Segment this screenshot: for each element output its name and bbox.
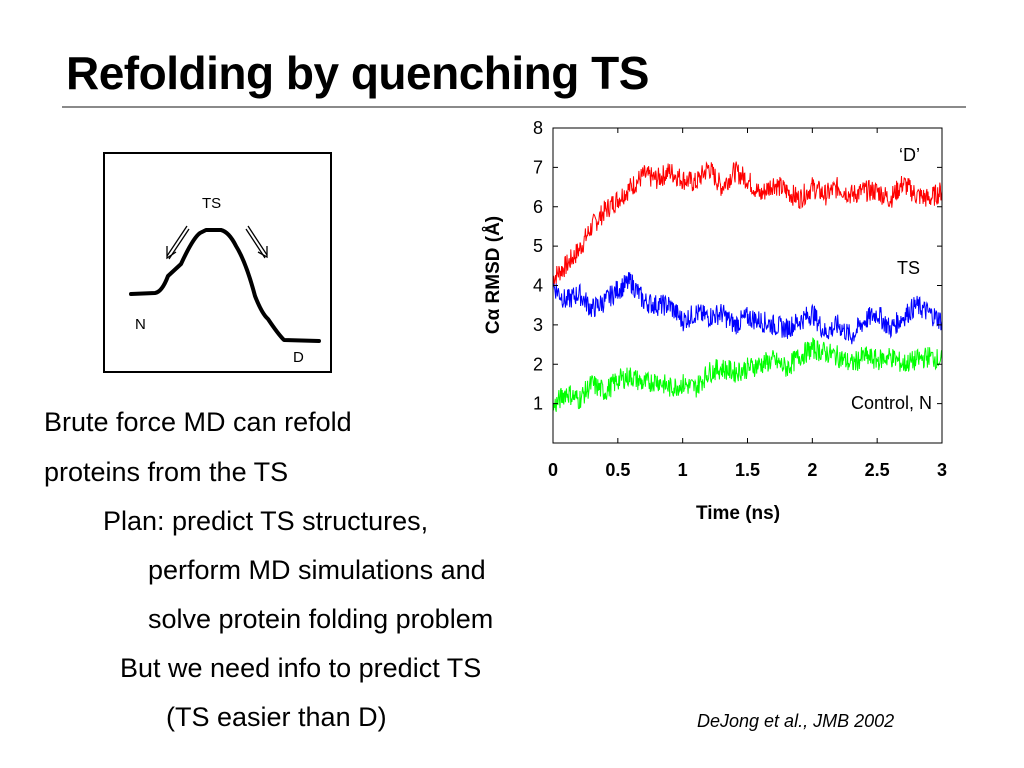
y-tick-label: 3	[533, 315, 543, 335]
y-tick-label: 4	[533, 276, 543, 296]
y-tick-label: 1	[533, 394, 543, 414]
y-tick-label: 8	[533, 118, 543, 138]
right-arrow-icon	[245, 225, 268, 259]
bullet-line-2: proteins from the TS	[44, 457, 289, 487]
bullet-line-6: But we need info to predict TS	[120, 653, 482, 683]
series-d-line	[552, 160, 943, 286]
bullet-line-3: Plan: predict TS structures,	[103, 506, 429, 536]
ts-state-label: TS	[202, 195, 222, 212]
x-tick-label: 0.5	[605, 460, 630, 480]
bullet-line-4: perform MD simulations and	[148, 555, 486, 585]
y-tick-label: 5	[533, 236, 543, 256]
rmsd-chart-svg: 1 2 3 4 5 6 7 8 0 0.5 1 1.5 2 2.5 3 ‘D’ TS Control, N	[533, 118, 947, 480]
n-state-label: N	[135, 316, 146, 333]
series-d-label: ‘D’	[899, 145, 920, 165]
left-arrow-icon	[166, 225, 190, 260]
d-state-label: D	[293, 349, 304, 366]
x-tick-label: 0	[548, 460, 558, 480]
series-control-label: Control, N	[851, 393, 932, 413]
x-tick-label: 1	[678, 460, 688, 480]
x-tick-label: 1.5	[735, 460, 760, 480]
chart-y-axis-label: Cα RMSD (Å)	[483, 215, 504, 335]
citation: DeJong et al., JMB 2002	[697, 711, 895, 731]
energy-landscape-curve	[129, 225, 321, 343]
title-divider	[62, 106, 966, 108]
y-tick-label: 2	[533, 354, 543, 374]
rmsd-chart: 1 2 3 4 5 6 7 8 0 0.5 1 1.5 2 2.5 3 ‘D’ TS Control, N	[478, 110, 968, 530]
chart-x-axis-label: Time (ns)	[695, 503, 781, 524]
y-tick-label: 7	[533, 157, 543, 177]
bullet-line-1: Brute force MD can refold	[44, 407, 352, 437]
bullet-line-7: (TS easier than D)	[166, 702, 387, 732]
energy-landscape-diagram: TS N D	[103, 152, 332, 373]
x-tick-label: 2.5	[865, 460, 890, 480]
x-tick-label: 3	[937, 460, 947, 480]
series-ts-line	[552, 272, 943, 345]
y-tick-label: 6	[533, 197, 543, 217]
x-tick-label: 2	[807, 460, 817, 480]
series-control-line	[552, 337, 943, 412]
bullet-line-5: solve protein folding problem	[148, 604, 494, 634]
slide-title: Refolding by quenching TS	[66, 47, 649, 99]
series-ts-label: TS	[897, 258, 920, 278]
